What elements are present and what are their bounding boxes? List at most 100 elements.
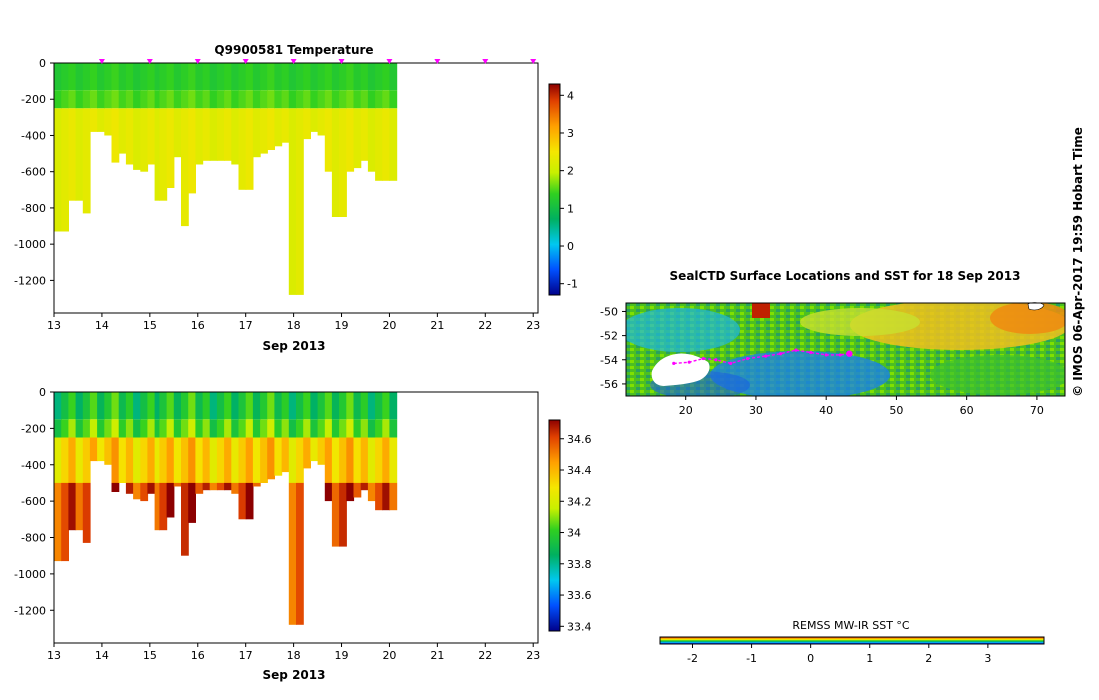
profile-cell bbox=[288, 482, 297, 625]
profile-cell bbox=[181, 90, 189, 109]
profile-cell bbox=[140, 392, 149, 420]
x-tick-label: 21 bbox=[430, 319, 444, 332]
profile-cell bbox=[82, 108, 91, 214]
seal-track bbox=[672, 348, 853, 365]
sst-field bbox=[626, 303, 1065, 396]
profile-cell bbox=[245, 90, 254, 109]
profile-cell bbox=[216, 63, 225, 91]
profile-cell bbox=[54, 90, 62, 109]
x-tick-label: 17 bbox=[239, 649, 253, 662]
profile-cell bbox=[75, 108, 84, 201]
y-tick-label: -600 bbox=[21, 166, 46, 179]
map-x-tick-label: 30 bbox=[749, 404, 763, 417]
profile-cell bbox=[140, 437, 149, 483]
profile-cell bbox=[68, 108, 77, 201]
profile-cell bbox=[245, 419, 254, 438]
profile-cell bbox=[97, 392, 105, 420]
profile-cell bbox=[353, 419, 362, 438]
profile-cell bbox=[367, 90, 376, 109]
salinity-panel: 13 14 15 16 17 18 19 20 21 22 23 0 -200 -400 -600 -800… bbox=[14, 386, 591, 682]
profile-cell bbox=[159, 437, 168, 483]
profile-cell bbox=[346, 90, 355, 109]
profile-cell bbox=[75, 437, 84, 483]
profile-cell bbox=[118, 419, 127, 438]
profile-cell bbox=[195, 419, 204, 438]
profile-cell bbox=[166, 108, 175, 188]
profile-cell bbox=[288, 63, 297, 91]
profile-cell bbox=[202, 482, 211, 491]
track-point bbox=[672, 361, 676, 365]
profile-cell bbox=[68, 482, 77, 531]
profile-cell bbox=[140, 63, 149, 91]
profile-cell bbox=[252, 90, 261, 109]
profile-cell bbox=[231, 419, 240, 438]
profile-cell bbox=[54, 419, 62, 438]
profile-cell bbox=[346, 437, 355, 483]
profile-cell bbox=[104, 108, 113, 136]
profile-cell bbox=[353, 437, 362, 483]
profile-cell bbox=[188, 63, 196, 91]
profile-cell bbox=[331, 63, 340, 91]
profile-cell bbox=[389, 437, 398, 483]
profile-cell bbox=[195, 392, 204, 420]
profile-cell bbox=[140, 482, 149, 502]
profile-cell bbox=[202, 419, 211, 438]
profile-cell bbox=[195, 63, 204, 91]
profile-cell bbox=[367, 419, 376, 438]
profile-cell bbox=[360, 108, 369, 161]
profile-cell bbox=[118, 108, 127, 154]
colorbar-tick-label: -1 bbox=[567, 278, 578, 291]
profile-cell bbox=[375, 419, 383, 438]
profile-cell bbox=[360, 90, 369, 109]
colorbar-tick-label: 3 bbox=[567, 127, 574, 140]
profile-cell bbox=[111, 90, 120, 109]
salinity-axes-frame bbox=[53, 391, 539, 644]
profile-cell bbox=[125, 90, 134, 109]
profile-cell bbox=[209, 392, 218, 420]
profile-cell bbox=[245, 482, 254, 520]
profile-cell bbox=[181, 437, 189, 483]
profile-cell bbox=[75, 90, 84, 109]
profile-cell bbox=[188, 392, 196, 420]
profile-cell bbox=[54, 108, 62, 232]
colorbar-tick-label: 34.6 bbox=[567, 433, 592, 446]
profile-cell bbox=[238, 108, 247, 190]
profile-cell bbox=[173, 90, 182, 109]
profile-cell bbox=[389, 90, 398, 109]
profile-cell bbox=[111, 108, 120, 163]
profile-cell bbox=[303, 392, 311, 420]
profile-cell bbox=[339, 419, 347, 438]
profile-cell bbox=[360, 392, 369, 420]
profile-cell bbox=[133, 392, 141, 420]
profile-cell bbox=[224, 90, 232, 109]
profile-cell bbox=[317, 392, 326, 420]
profile-cell bbox=[159, 392, 168, 420]
profile-cell bbox=[111, 437, 120, 483]
profile-cell bbox=[181, 63, 189, 91]
profile-cell bbox=[111, 419, 120, 438]
profile-cell bbox=[188, 108, 196, 194]
profile-cell bbox=[339, 392, 347, 420]
profile-cell bbox=[353, 392, 362, 420]
profile-cell bbox=[310, 419, 319, 438]
profile-cell bbox=[231, 63, 240, 91]
profile-cell bbox=[125, 63, 134, 91]
profile-cell bbox=[267, 437, 275, 480]
profile-cell bbox=[252, 63, 261, 91]
x-tick-label: 16 bbox=[191, 649, 205, 662]
y-tick-label: 0 bbox=[39, 386, 46, 399]
profile-cell bbox=[125, 482, 134, 494]
profile-cell bbox=[296, 437, 304, 483]
profile-cell bbox=[346, 392, 355, 420]
profile-cell bbox=[202, 108, 211, 161]
temperature-xlabel: Sep 2013 bbox=[263, 339, 326, 353]
salinity-section bbox=[54, 392, 398, 625]
x-tick-label: 18 bbox=[287, 649, 301, 662]
profile-cell bbox=[209, 437, 218, 483]
profile-cell bbox=[209, 482, 218, 491]
profile-cell bbox=[195, 437, 204, 483]
profile-cell bbox=[75, 63, 84, 91]
profile-cell bbox=[125, 419, 134, 438]
profile-cell bbox=[267, 90, 275, 109]
salinity-xlabel: Sep 2013 bbox=[263, 668, 326, 682]
